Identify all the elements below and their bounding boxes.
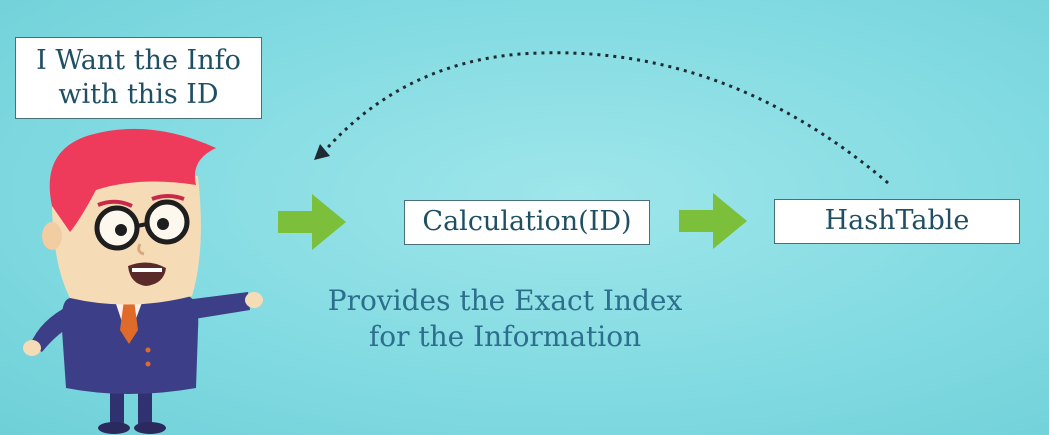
character-eyebrow-right [151, 194, 185, 201]
character-tie [120, 300, 138, 344]
calculation-box: Calculation(ID) [404, 200, 650, 245]
character-glasses-bridge [136, 222, 148, 228]
character-nose [137, 243, 145, 256]
character-eyebrow-left [97, 199, 133, 208]
character-jacket [61, 296, 199, 394]
character-shoe-left [98, 422, 130, 434]
character-pupil-right [157, 218, 169, 230]
return-arc-arrowhead [314, 144, 330, 160]
return-arc-dotted [320, 51, 889, 185]
character-arm-right [185, 292, 250, 320]
character-hand-left [23, 340, 41, 356]
character-hand-right [245, 292, 263, 308]
character-illustration [23, 128, 263, 434]
character-shoe-right [134, 422, 166, 434]
caption-line-1: Provides the Exact Index [327, 284, 683, 317]
character-ear [42, 222, 62, 250]
character-arm-left [30, 305, 78, 352]
character-pupil-left [115, 224, 127, 236]
speech-line-1: I Want the Info [36, 45, 241, 76]
character-button-1 [145, 347, 151, 353]
caption: Provides the Exact Index for the Informa… [320, 283, 690, 355]
character-button-2 [145, 361, 151, 367]
caption-line-2: for the Information [368, 320, 642, 353]
hashtable-box: HashTable [774, 199, 1020, 244]
green-arrow-2 [679, 193, 747, 249]
green-arrow-1 [278, 194, 346, 250]
speech-bubble: I Want the Info with this ID [15, 37, 262, 119]
speech-line-2: with this ID [58, 79, 219, 110]
character-hair [49, 128, 217, 232]
